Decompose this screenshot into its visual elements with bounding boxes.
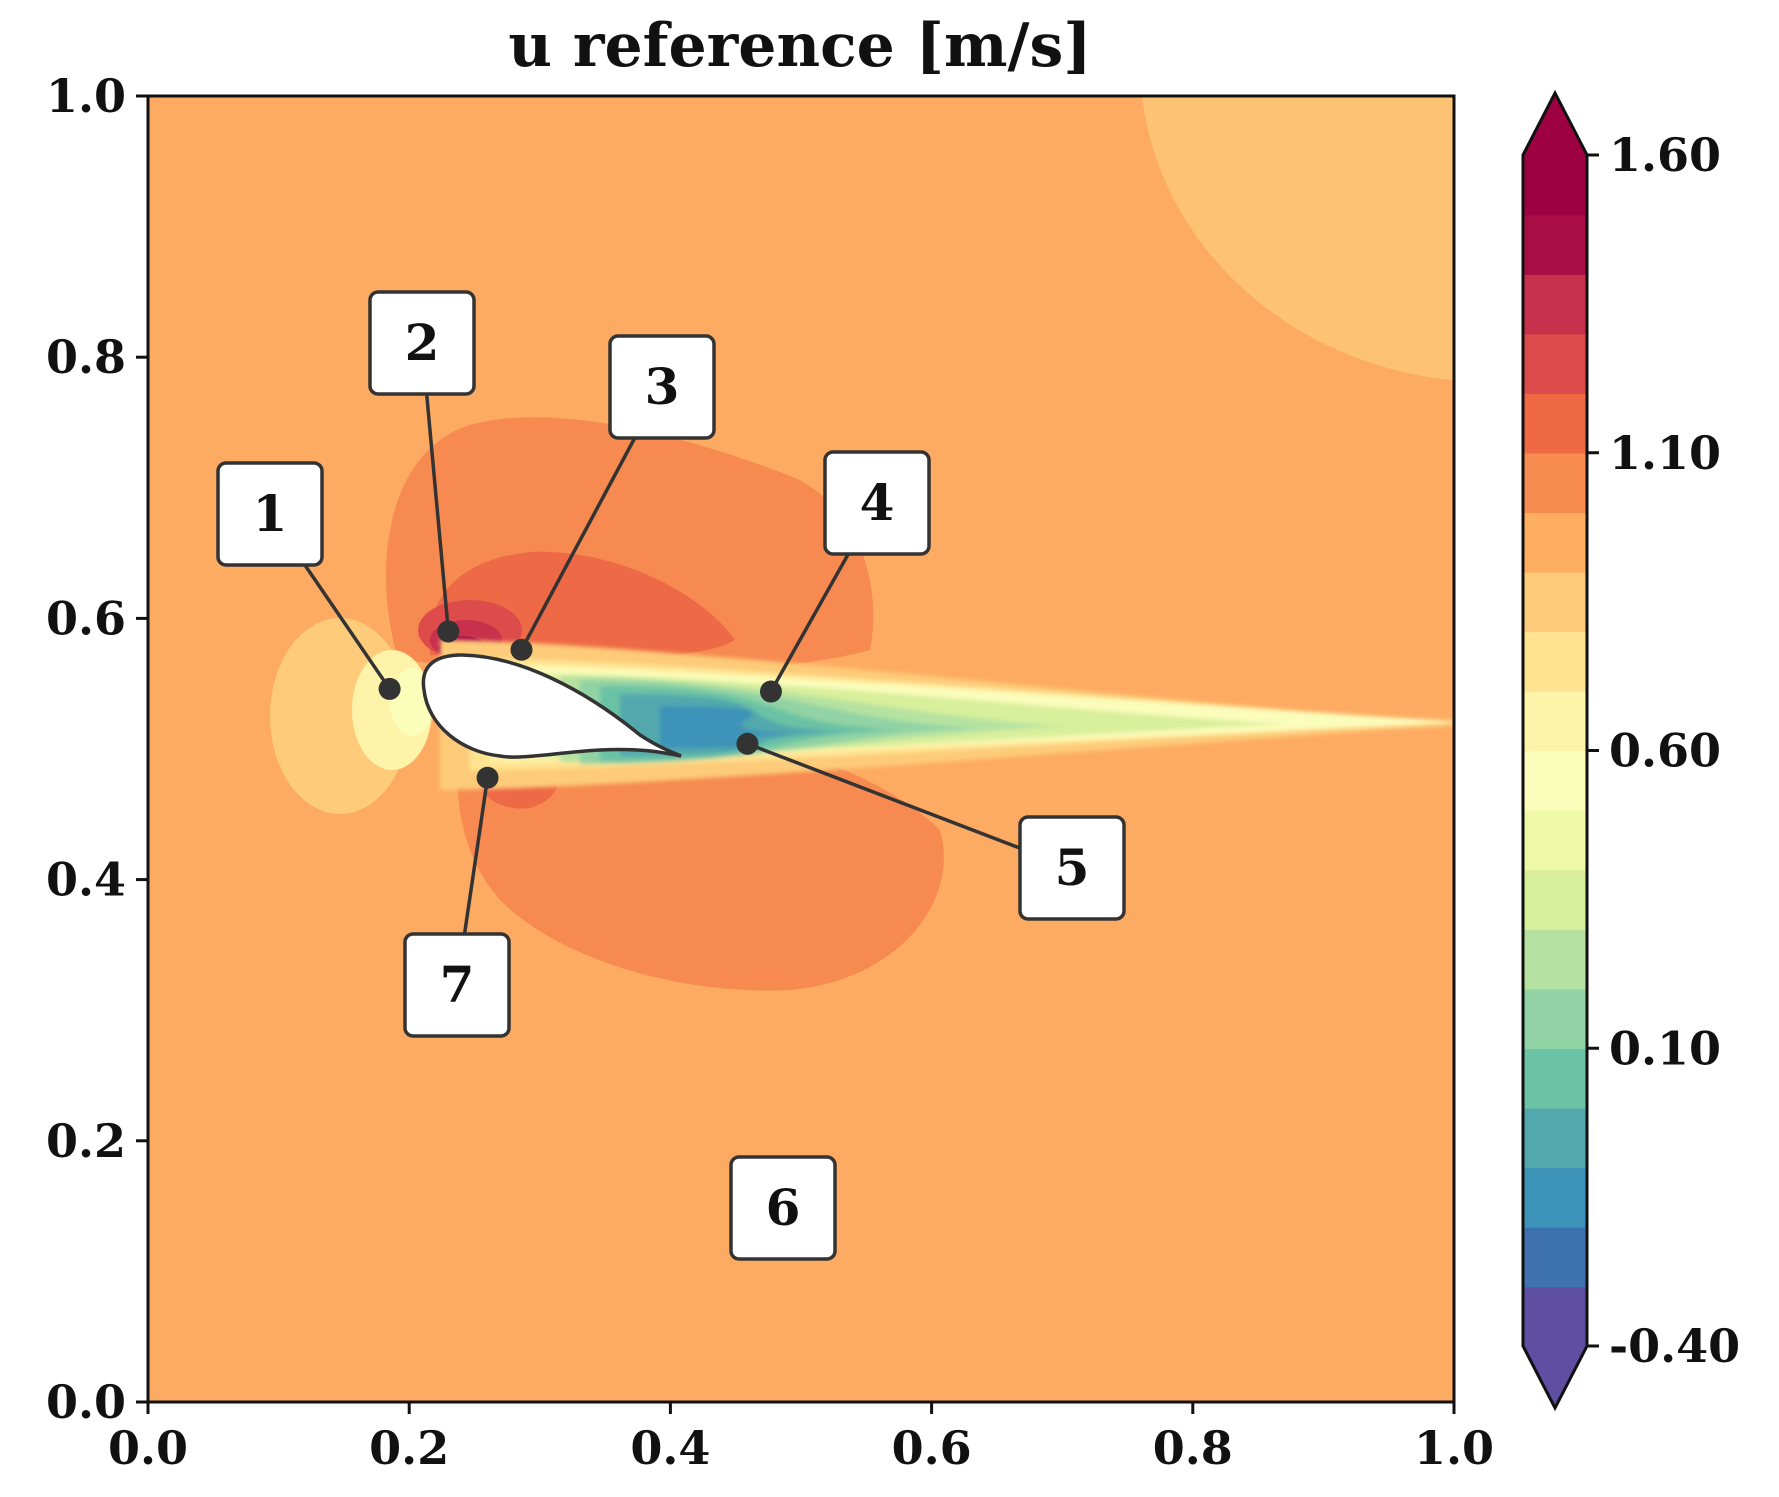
annotation-1: 1 bbox=[216, 461, 401, 700]
annotation-3: 3 bbox=[510, 334, 716, 661]
x-tick-label: 0.4 bbox=[630, 1421, 710, 1475]
annotation-point bbox=[736, 732, 759, 755]
colorbar-band bbox=[1523, 393, 1587, 454]
annotation-box bbox=[608, 334, 716, 440]
colorbar-band bbox=[1523, 333, 1587, 394]
annotation-label: 7 bbox=[440, 955, 475, 1014]
colorbar-tick-label: 1.60 bbox=[1609, 128, 1721, 182]
colorbar-band bbox=[1523, 155, 1587, 216]
colorbar-tick-label: -0.40 bbox=[1609, 1319, 1740, 1373]
colorbar-band bbox=[1523, 750, 1587, 811]
annotation-label: 6 bbox=[766, 1178, 801, 1237]
colorbar-band bbox=[1523, 690, 1587, 752]
colorbar-band bbox=[1523, 452, 1587, 514]
colorbar-band bbox=[1523, 869, 1587, 930]
annotation-point bbox=[510, 638, 533, 661]
colorbar-extend-min bbox=[1523, 1346, 1587, 1408]
annotation-box bbox=[216, 461, 324, 567]
x-tick-label: 0.6 bbox=[892, 1421, 972, 1475]
wake-band bbox=[660, 706, 800, 748]
annotation-point bbox=[759, 680, 782, 703]
colorbar-band bbox=[1523, 631, 1587, 692]
x-tick-label: 0.8 bbox=[1153, 1421, 1233, 1475]
annotation-box bbox=[823, 450, 931, 556]
contour-upper-right-region bbox=[1142, 96, 1454, 381]
x-axis: 0.0 0.2 0.4 0.6 0.8 1.0 bbox=[108, 1402, 1494, 1475]
colorbar-band bbox=[1523, 810, 1587, 871]
colorbar-tick-label: 0.60 bbox=[1609, 724, 1721, 778]
x-tick-label: 0.2 bbox=[369, 1421, 449, 1475]
colorbar-bands bbox=[1523, 93, 1587, 1408]
y-tick-label: 0.6 bbox=[46, 591, 126, 645]
annotation-label: 1 bbox=[253, 484, 288, 543]
annotation-6: 6 bbox=[729, 1155, 837, 1261]
annotation-point bbox=[437, 620, 460, 643]
annotation-5: 5 bbox=[736, 732, 1126, 921]
y-tick-label: 0.2 bbox=[46, 1114, 126, 1168]
y-axis: 0.0 0.2 0.4 0.6 0.8 1.0 bbox=[46, 69, 148, 1429]
colorbar: 1.60 1.10 0.60 0.10 -0.40 bbox=[1521, 89, 1740, 1412]
colorbar-tick-label: 1.10 bbox=[1609, 426, 1721, 480]
plot-frame bbox=[146, 94, 1456, 1404]
colorbar-band bbox=[1523, 214, 1587, 275]
colorbar-band bbox=[1523, 1286, 1587, 1347]
x-tick-label: 1.0 bbox=[1414, 1421, 1494, 1475]
annotation-2: 2 bbox=[368, 290, 476, 643]
colorbar-band bbox=[1523, 512, 1587, 573]
chart-title: u reference [m/s] bbox=[508, 11, 1091, 81]
annotation-label: 5 bbox=[1055, 838, 1090, 897]
colorbar-band bbox=[1523, 571, 1587, 633]
colorbar-band bbox=[1523, 1167, 1587, 1228]
y-tick-label: 1.0 bbox=[46, 69, 126, 123]
colorbar-ticks: 1.60 1.10 0.60 0.10 -0.40 bbox=[1587, 128, 1740, 1373]
annotation-label: 4 bbox=[860, 473, 895, 532]
colorbar-tick-label: 0.10 bbox=[1609, 1021, 1721, 1075]
colorbar-extend-max bbox=[1523, 93, 1587, 155]
y-tick-label: 0.0 bbox=[46, 1375, 126, 1429]
y-tick-label: 0.4 bbox=[46, 853, 126, 907]
annotation-leader-line bbox=[746, 742, 1073, 870]
annotation-box bbox=[1018, 815, 1126, 921]
annotation-label: 3 bbox=[645, 357, 680, 416]
annotation-point bbox=[378, 677, 401, 700]
annotation-box bbox=[403, 932, 511, 1038]
annotation-box bbox=[368, 290, 476, 396]
x-tick-label: 0.0 bbox=[108, 1421, 188, 1475]
annotation-7: 7 bbox=[403, 766, 511, 1038]
annotations: 1 2 3 4 5 6 7 bbox=[216, 290, 1126, 1261]
annotation-point bbox=[476, 766, 499, 789]
airfoil-shape bbox=[421, 653, 682, 759]
y-tick-label: 0.8 bbox=[46, 330, 126, 384]
colorbar-band bbox=[1523, 274, 1587, 335]
annotation-label: 2 bbox=[405, 313, 440, 372]
colorbar-band bbox=[1523, 1048, 1587, 1109]
colorbar-band bbox=[1523, 988, 1587, 1050]
colorbar-band bbox=[1523, 1107, 1587, 1169]
colorbar-band bbox=[1523, 1226, 1587, 1288]
colorbar-band bbox=[1523, 929, 1587, 990]
annotation-4: 4 bbox=[759, 450, 931, 703]
annotation-box bbox=[729, 1155, 837, 1261]
